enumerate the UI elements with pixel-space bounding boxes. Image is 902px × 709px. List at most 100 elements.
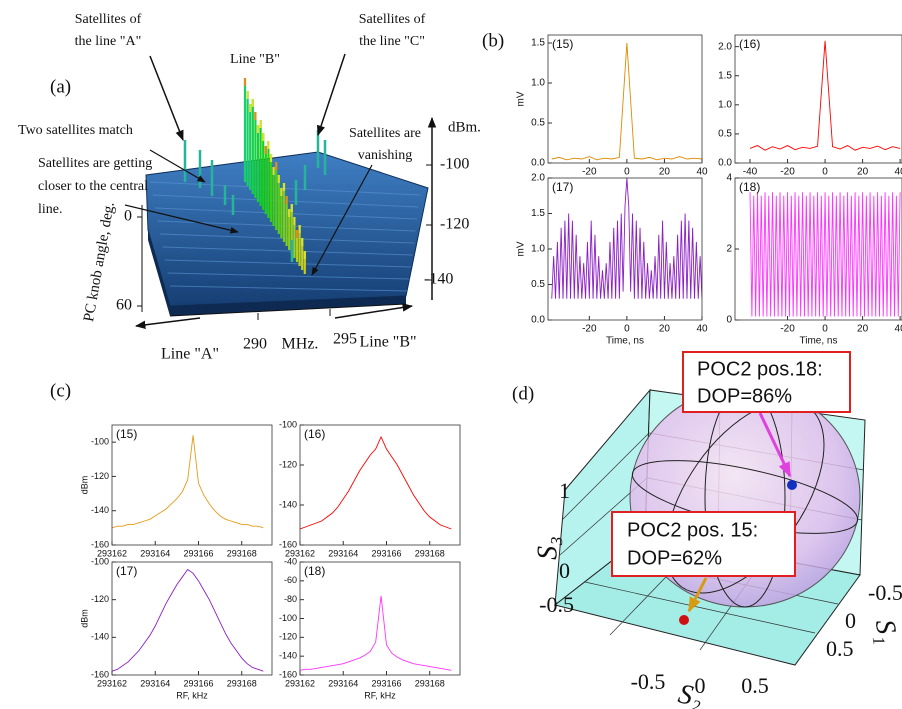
s1-tick-label: -0.5 (868, 580, 902, 605)
trace (112, 568, 264, 672)
panel-label: (c) (50, 380, 71, 401)
s1-tick-label: 0.5 (826, 636, 854, 661)
grid-line (561, 432, 650, 521)
y-tick-label: 60 (116, 297, 132, 314)
y-tick-label: -100 (279, 419, 297, 429)
line-chart: -160 -140 -120 -100 293162 293164 293166 293168… (279, 419, 461, 558)
x-axis-label: Time, ns (800, 336, 838, 347)
y-tick-label: 0.5 (718, 129, 732, 140)
callout (682, 351, 851, 413)
x-tick-label: 293164 (140, 678, 170, 688)
arrow (124, 204, 239, 234)
y-tick-label: 2 (726, 244, 732, 255)
callout-text: POC2 pos. 15: (627, 519, 758, 541)
state-point (679, 615, 689, 625)
callout-text: DOP=86% (697, 385, 792, 407)
y-tick-label: -80 (284, 594, 297, 604)
poincare-sphere: POC2 pos.18: DOP=86% POC2 pos. 15: DOP=6… (532, 351, 902, 709)
x-tick-label: 293162 (285, 678, 315, 688)
s3-tick-label: 0 (559, 558, 570, 583)
x-axis-label: Time, ns (606, 336, 644, 347)
x-tick-label: 290 (243, 336, 267, 353)
x-tick-label: 20 (857, 167, 869, 178)
y-tick-label: 1.5 (531, 38, 545, 49)
panel-label: (a) (50, 76, 71, 97)
x-tick-label: 40 (895, 167, 902, 178)
annotation: Satellites of (359, 12, 426, 27)
y-tick-label: -160 (279, 539, 297, 549)
annotation: the line "C" (359, 34, 425, 49)
y-tick-label: -120 (91, 471, 109, 481)
z-axis-label: dBm. (448, 119, 481, 135)
arrow (758, 412, 792, 478)
trace (112, 435, 264, 529)
trace (749, 192, 901, 317)
chart-title: (17) (552, 180, 573, 194)
y-tick-label: -100 (91, 437, 109, 447)
x-tick-label: 40 (696, 324, 708, 335)
x-tick-label: 293168 (227, 678, 257, 688)
arrow (687, 577, 708, 613)
x-tick-label: 20 (659, 324, 671, 335)
line-chart: 0 2 4 -20 0 20 40 (18) Time, ns (726, 173, 902, 347)
y-tick-label: -60 (284, 575, 297, 585)
arrow (317, 53, 346, 136)
plot-frame (111, 424, 273, 546)
x-tick-label: 293164 (328, 678, 358, 688)
x-tick-label: 40 (895, 324, 902, 335)
z-tick-label: -140 (424, 271, 453, 288)
y-axis-label: dBm (79, 476, 89, 495)
x-axis-label: MHz. (282, 336, 319, 353)
y-axis-label: mV (516, 91, 527, 106)
x-tick-label: 293166 (183, 678, 213, 688)
x-tick-label: 293164 (140, 548, 170, 558)
chart-title: (16) (739, 37, 760, 51)
x-tick-label: -20 (780, 167, 795, 178)
callout (611, 511, 796, 577)
plot-frame (299, 424, 461, 546)
y-tick-label: 0.0 (531, 158, 545, 169)
line-chart: 0.0 0.5 1.0 1.5 -20 0 20 40 (15) mV (516, 34, 708, 178)
y-tick-label: 2.0 (718, 41, 732, 52)
y-tick-label: 2.0 (531, 173, 545, 184)
annotation: line. (38, 202, 63, 217)
chart-title: (18) (304, 564, 325, 578)
x-axis-label: RF, kHz (176, 690, 208, 700)
y-tick-label: -160 (91, 539, 109, 549)
s1-tick-label: 0 (845, 608, 856, 633)
trace (551, 178, 702, 299)
y-tick-label: 1.5 (718, 70, 732, 81)
y-tick-label: -160 (279, 669, 297, 679)
y-tick-label: 0.5 (531, 118, 545, 129)
line-chart: -160 -140 -120 -100 293162 293164 293166 293168… (79, 424, 273, 558)
x-tick-label: -20 (582, 324, 597, 335)
chart-title: (16) (304, 427, 325, 441)
annotation: Line "B" (230, 52, 280, 67)
trace (749, 40, 901, 151)
y-tick-label: -160 (91, 669, 109, 679)
y-tick-label: -120 (279, 632, 297, 642)
z-tick-label: -120 (440, 216, 469, 233)
y-tick-label: 0.0 (531, 315, 545, 326)
ripple (167, 272, 410, 280)
x-tick-label: -20 (582, 167, 597, 178)
arrow (149, 149, 206, 183)
s3-tick-label: -0.5 (539, 592, 574, 617)
y-tick-label: 1.0 (531, 244, 545, 255)
y-tick-label: -140 (91, 505, 109, 515)
annotation: Satellites are (349, 126, 421, 141)
chart-title: (18) (739, 180, 760, 194)
x-axis-label: RF, kHz (364, 690, 396, 700)
annotation: vanishing (358, 148, 412, 163)
x-tick-label: 40 (696, 167, 708, 178)
y-tick-label: -120 (279, 459, 297, 469)
x-tick-label: 293162 (97, 678, 127, 688)
state-point (787, 480, 797, 490)
line-chart: -160 -140 -120 -100 -80 -60 -40 293162 293164 293… (279, 556, 461, 700)
s3-tick-label: 1 (559, 478, 570, 503)
panel-label: (d) (512, 383, 534, 404)
panel-label: (b) (482, 30, 504, 51)
chart-title: (17) (116, 564, 137, 578)
x-tick-label: 293166 (183, 548, 213, 558)
